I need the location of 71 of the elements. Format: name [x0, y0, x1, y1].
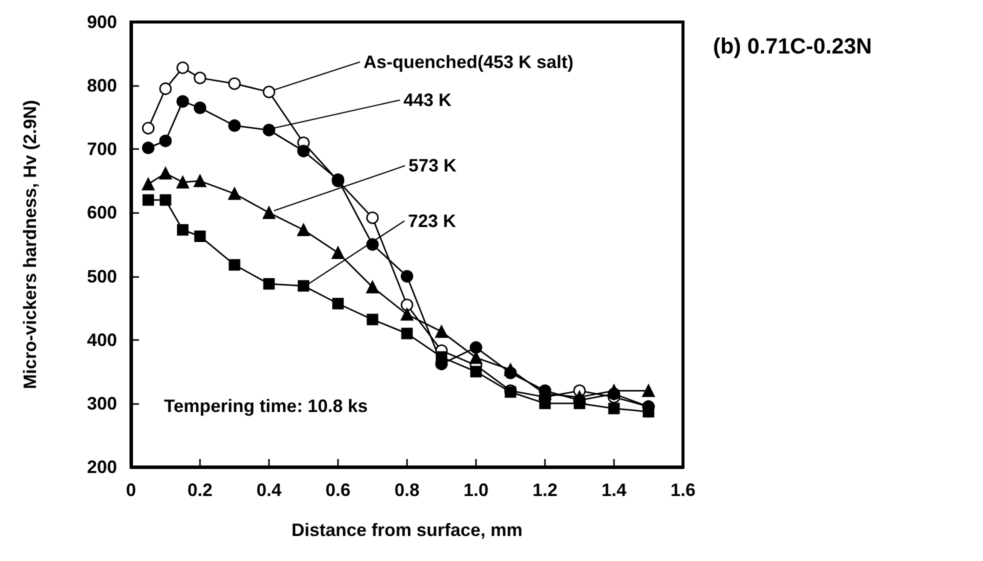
x-tick-label: 1.6 — [670, 480, 696, 500]
point — [436, 351, 448, 363]
point — [194, 174, 206, 188]
point — [470, 366, 482, 378]
point — [142, 194, 154, 206]
point — [642, 384, 655, 397]
y-tick-label: 600 — [86, 202, 117, 223]
point — [332, 298, 344, 310]
point — [400, 308, 414, 321]
point — [263, 278, 275, 290]
x-tick-label: 0.2 — [187, 480, 213, 500]
point — [142, 122, 154, 134]
point — [574, 398, 586, 410]
point — [401, 328, 413, 340]
point — [608, 384, 620, 397]
x-axis-title: Distance from surface, mm — [291, 520, 523, 540]
point — [504, 363, 517, 376]
y-tick-label: 400 — [86, 330, 117, 350]
x-tick-label: 0.6 — [325, 480, 351, 500]
point — [400, 270, 414, 283]
y-tick-label: 300 — [86, 393, 117, 414]
point — [142, 142, 154, 154]
point — [159, 134, 172, 148]
point — [297, 224, 310, 236]
point — [366, 238, 379, 251]
point — [366, 280, 379, 294]
y-tick-label: 500 — [86, 266, 117, 286]
text: 443 K — [404, 90, 452, 110]
x-tick-label: 1.4 — [601, 480, 627, 500]
text: As-quenched(453 K salt) — [364, 52, 574, 72]
point — [262, 124, 276, 136]
point — [435, 325, 448, 338]
x-tick-label: 0 — [126, 480, 136, 500]
point — [228, 259, 240, 271]
point — [194, 72, 206, 84]
point — [262, 206, 276, 219]
point — [298, 280, 310, 292]
point — [608, 402, 620, 414]
point — [177, 224, 188, 236]
point — [176, 176, 189, 188]
annotation: Tempering time: 10.8 ks — [164, 396, 368, 416]
point — [228, 119, 241, 132]
y-tick-label: 700 — [86, 139, 117, 160]
y-axis-title: Micro-vickers hardness, Hv (2.9N) — [20, 100, 40, 390]
point — [176, 95, 189, 108]
point — [262, 86, 276, 98]
x-tick-label: 1.2 — [532, 480, 558, 500]
x-tick-label: 0.4 — [256, 480, 282, 500]
point — [176, 62, 189, 74]
point — [194, 230, 206, 242]
y-tick-label: 800 — [86, 76, 117, 96]
text: (b) 0.71C-0.23N — [713, 34, 872, 58]
x-tick-label: 1.0 — [463, 480, 489, 500]
point — [160, 194, 172, 206]
point — [228, 77, 241, 90]
point — [366, 314, 378, 326]
point — [297, 144, 310, 158]
point — [470, 341, 482, 354]
point — [159, 167, 172, 180]
point — [228, 187, 241, 200]
point — [332, 246, 344, 260]
y-tick-label: 900 — [86, 12, 117, 32]
x-tick-label: 0.8 — [394, 480, 420, 500]
point — [366, 212, 379, 224]
point — [159, 82, 172, 95]
text: 573 K — [408, 156, 457, 176]
point — [142, 178, 154, 190]
point — [400, 298, 414, 312]
point — [194, 102, 206, 114]
y-tick-label: 200 — [86, 457, 117, 477]
text: 723 K — [408, 210, 456, 231]
